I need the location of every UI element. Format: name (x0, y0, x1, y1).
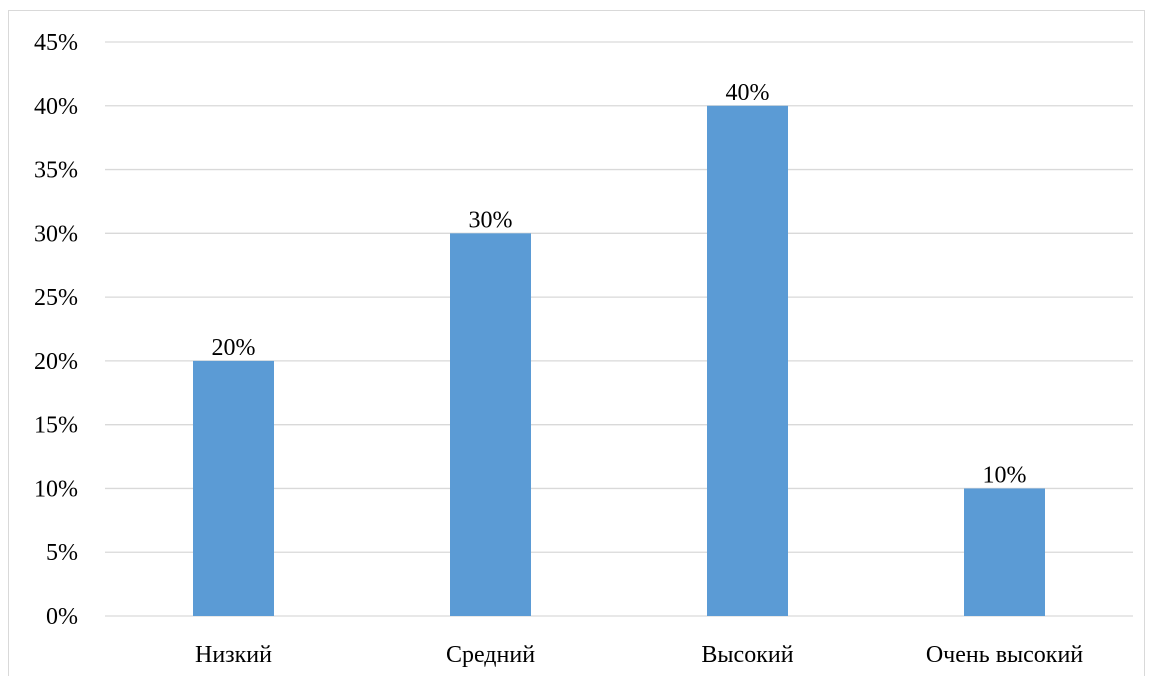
bar-4 (964, 488, 1045, 616)
bar-3 (707, 105, 788, 617)
data-label: 30% (469, 207, 513, 233)
y-tick-label: 20% (34, 349, 78, 375)
gridlines (105, 41, 1133, 617)
data-label: 10% (983, 462, 1027, 488)
bar-2 (450, 233, 531, 617)
x-axis-categories: Низкий Средний Высокий Очень высокий (195, 642, 1083, 668)
y-tick-label: 0% (46, 604, 78, 630)
y-tick-label: 45% (34, 30, 78, 56)
y-axis-ticks: 0% 5% 10% 15% 20% 25% 30% 35% 40% 45% (34, 30, 78, 630)
y-tick-label: 25% (34, 285, 78, 311)
x-category-label: Очень высокий (926, 642, 1083, 668)
x-category-label: Низкий (195, 642, 272, 668)
data-label: 40% (726, 80, 770, 106)
x-category-label: Высокий (701, 642, 793, 668)
y-tick-label: 5% (46, 540, 78, 566)
bars (193, 105, 1045, 617)
y-tick-label: 40% (34, 94, 78, 120)
y-tick-label: 10% (34, 476, 78, 502)
y-tick-label: 15% (34, 413, 78, 439)
x-category-label: Средний (446, 642, 535, 668)
y-tick-label: 35% (34, 158, 78, 184)
data-label: 20% (212, 335, 256, 361)
bar-1 (193, 360, 274, 616)
data-labels: 20% 30% 40% 10% (212, 80, 1027, 489)
y-tick-label: 30% (34, 221, 78, 247)
